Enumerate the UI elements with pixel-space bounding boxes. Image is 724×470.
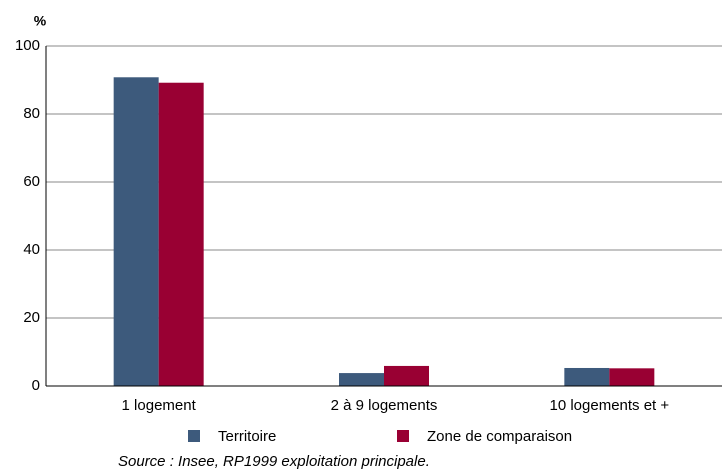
bar	[564, 367, 610, 386]
y-tick-label: 60	[23, 173, 40, 190]
bar	[609, 368, 655, 386]
y-tick-label: 20	[23, 309, 40, 326]
legend-swatch	[397, 430, 409, 442]
legend-label: Zone de comparaison	[427, 428, 572, 445]
legend-swatch	[188, 430, 200, 442]
bar	[113, 77, 159, 386]
bar	[158, 82, 204, 386]
bar	[384, 365, 429, 386]
y-axis-label: %	[34, 13, 47, 29]
x-tick-label: 2 à 9 logements	[331, 397, 438, 414]
y-tick-label: 40	[23, 241, 40, 258]
bar	[339, 373, 384, 386]
y-tick-label: 80	[23, 105, 40, 122]
source: Source : Insee, RP1999 exploitation prin…	[118, 453, 430, 470]
x-tick-label: 1 logement	[122, 397, 197, 414]
x-tick-label: 10 logements et +	[549, 397, 669, 414]
y-tick-label: 0	[32, 377, 40, 394]
legend-label: Territoire	[218, 428, 276, 445]
y-tick-label: 100	[15, 37, 40, 54]
